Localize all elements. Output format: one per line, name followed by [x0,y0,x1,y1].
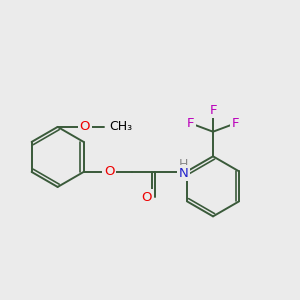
Text: N: N [179,167,189,180]
Text: O: O [142,191,152,204]
Text: O: O [104,165,115,178]
Text: CH₃: CH₃ [110,120,133,134]
Text: H: H [179,158,188,171]
Text: F: F [232,117,239,130]
Text: F: F [209,103,217,117]
Text: F: F [187,117,194,130]
Text: O: O [79,120,90,134]
